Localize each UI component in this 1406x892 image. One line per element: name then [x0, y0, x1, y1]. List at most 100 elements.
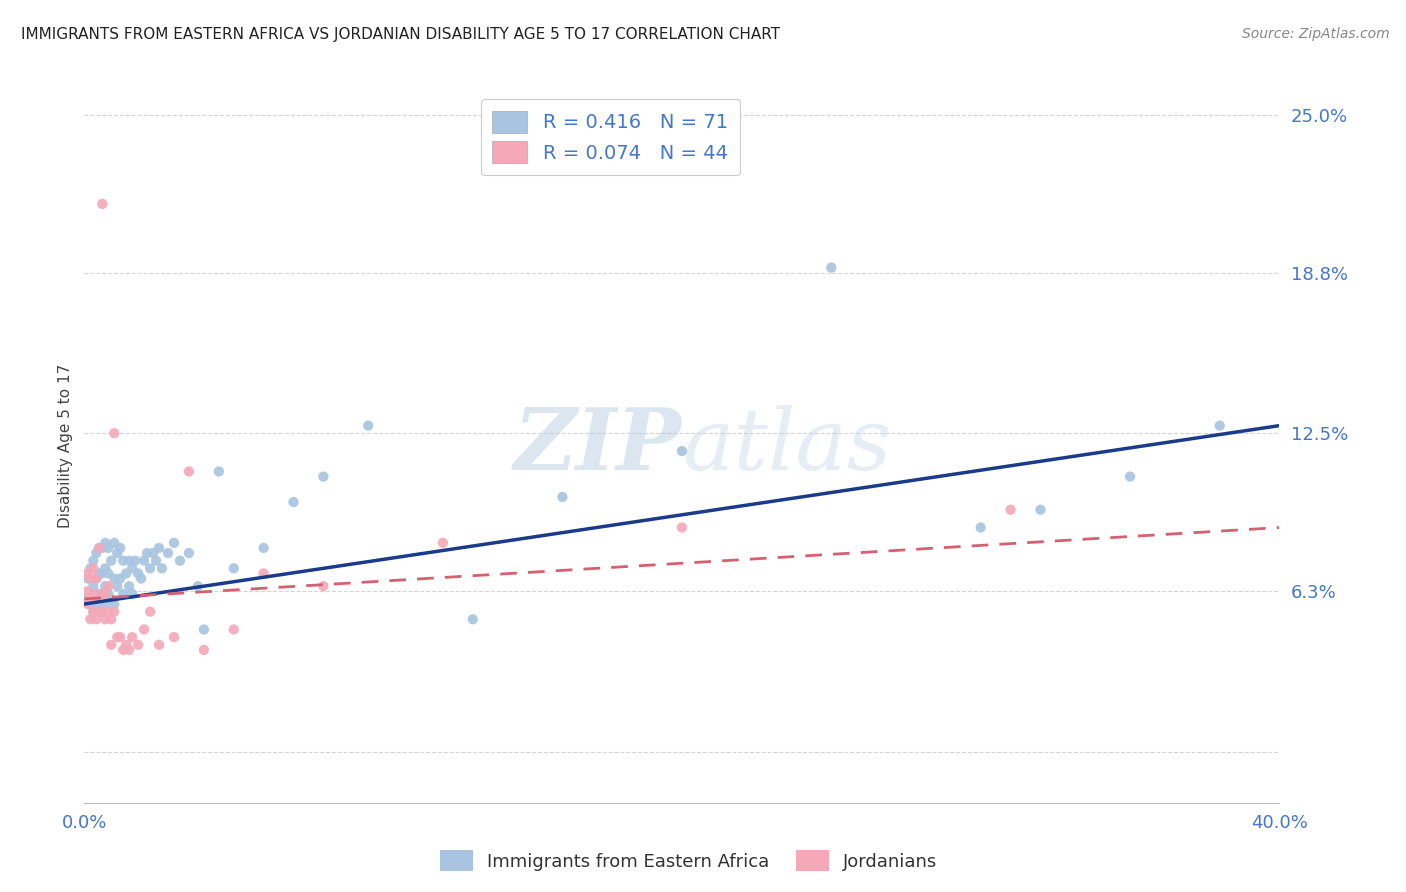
Text: IMMIGRANTS FROM EASTERN AFRICA VS JORDANIAN DISABILITY AGE 5 TO 17 CORRELATION C: IMMIGRANTS FROM EASTERN AFRICA VS JORDAN… — [21, 27, 780, 42]
Point — [100, 554, 122, 568]
Point — [132, 623, 156, 637]
Point — [139, 561, 162, 575]
Text: Source: ZipAtlas.com: Source: ZipAtlas.com — [1241, 27, 1389, 41]
Point — [1208, 418, 1232, 433]
Point — [79, 561, 101, 575]
Point — [208, 465, 231, 479]
Point — [142, 546, 165, 560]
Point — [97, 566, 120, 581]
Point — [86, 597, 108, 611]
Point — [89, 605, 111, 619]
Point — [461, 612, 484, 626]
Point — [100, 591, 122, 606]
Point — [222, 561, 245, 575]
Point — [283, 495, 305, 509]
Point — [121, 630, 143, 644]
Point — [169, 554, 191, 568]
Point — [121, 561, 143, 575]
Point — [112, 643, 135, 657]
Point — [312, 579, 335, 593]
Point — [82, 587, 104, 601]
Point — [127, 566, 149, 581]
Point — [551, 490, 574, 504]
Point — [124, 554, 146, 568]
Point — [129, 572, 152, 586]
Point — [94, 536, 117, 550]
Point — [97, 605, 120, 619]
Point — [145, 554, 167, 568]
Point — [82, 554, 104, 568]
Point — [110, 572, 132, 586]
Point — [94, 612, 117, 626]
Point — [132, 554, 156, 568]
Point — [89, 541, 111, 555]
Point — [115, 566, 138, 581]
Point — [312, 469, 335, 483]
Point — [148, 638, 170, 652]
Point — [148, 541, 170, 555]
Point — [86, 612, 108, 626]
Point — [76, 584, 98, 599]
Point — [139, 605, 162, 619]
Point — [1000, 502, 1022, 516]
Text: atlas: atlas — [682, 405, 891, 487]
Point — [163, 536, 186, 550]
Point — [1029, 502, 1052, 516]
Legend: Immigrants from Eastern Africa, Jordanians: Immigrants from Eastern Africa, Jordania… — [433, 843, 945, 879]
Point — [177, 465, 200, 479]
Point — [86, 546, 108, 560]
Point — [253, 566, 276, 581]
Point — [193, 643, 215, 657]
Point — [105, 630, 128, 644]
Point — [177, 546, 200, 560]
Point — [76, 591, 98, 606]
Point — [112, 554, 135, 568]
Point — [86, 591, 108, 606]
Point — [86, 572, 108, 586]
Point — [127, 638, 149, 652]
Point — [118, 643, 141, 657]
Point — [89, 566, 111, 581]
Point — [110, 541, 132, 555]
Point — [91, 541, 114, 555]
Point — [253, 541, 276, 555]
Point — [79, 612, 101, 626]
Point — [76, 566, 98, 581]
Point — [193, 623, 215, 637]
Point — [91, 566, 114, 581]
Point — [86, 572, 108, 586]
Point — [187, 579, 209, 593]
Point — [103, 572, 125, 586]
Point — [76, 597, 98, 611]
Point — [82, 605, 104, 619]
Point — [91, 197, 114, 211]
Point — [89, 541, 111, 555]
Point — [115, 638, 138, 652]
Point — [82, 579, 104, 593]
Point — [79, 572, 101, 586]
Point — [1119, 469, 1142, 483]
Point — [91, 587, 114, 601]
Point — [112, 587, 135, 601]
Point — [136, 546, 159, 560]
Text: ZIP: ZIP — [515, 404, 682, 488]
Point — [671, 520, 693, 534]
Point — [222, 623, 245, 637]
Point — [150, 561, 173, 575]
Point — [97, 587, 120, 601]
Point — [89, 605, 111, 619]
Point — [357, 418, 380, 433]
Point — [97, 541, 120, 555]
Point — [118, 554, 141, 568]
Point — [94, 579, 117, 593]
Point — [105, 546, 128, 560]
Point — [97, 579, 120, 593]
Point — [89, 587, 111, 601]
Point — [79, 597, 101, 611]
Point — [671, 444, 693, 458]
Point — [79, 591, 101, 606]
Point — [110, 630, 132, 644]
Point — [163, 630, 186, 644]
Point — [103, 536, 125, 550]
Point — [100, 612, 122, 626]
